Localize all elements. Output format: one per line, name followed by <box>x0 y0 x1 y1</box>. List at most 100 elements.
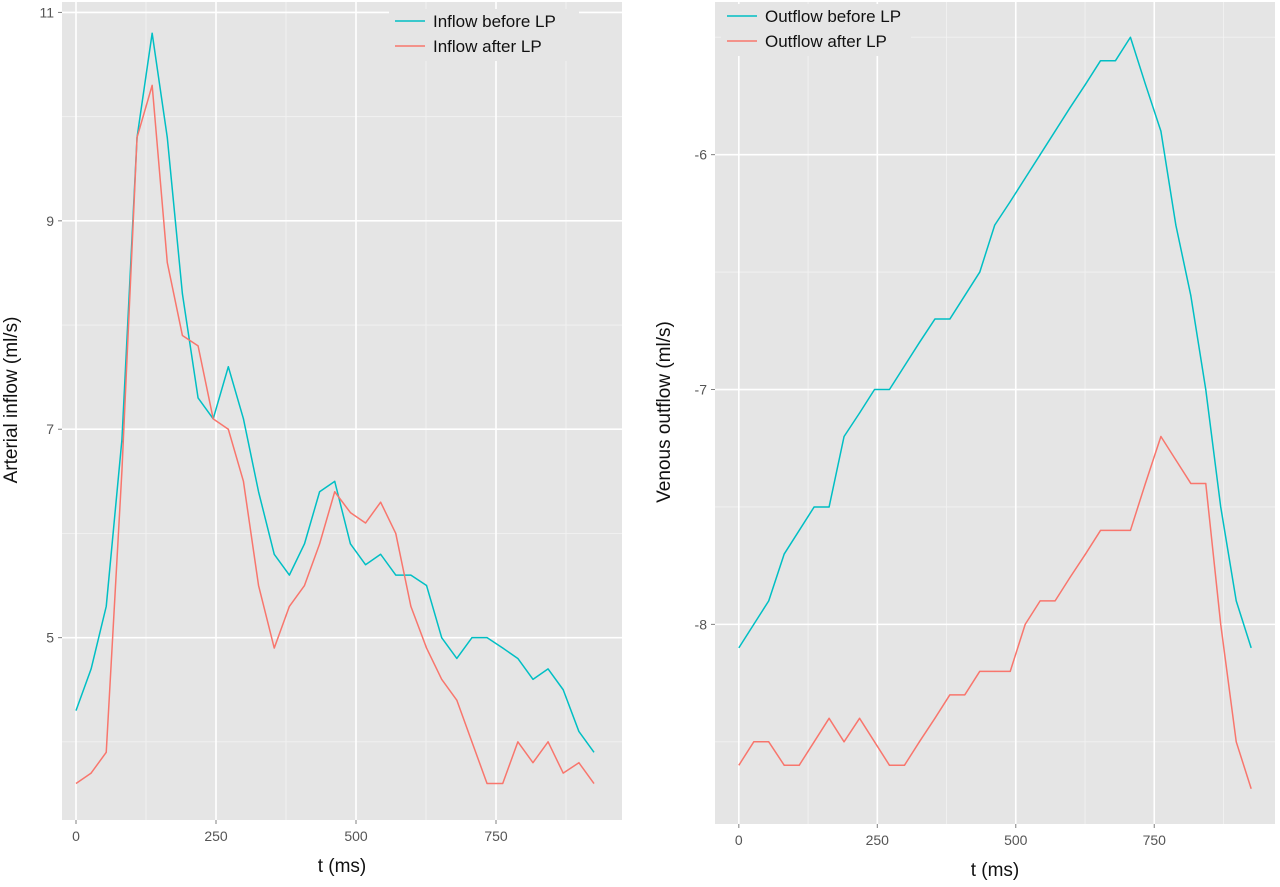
data-point <box>1114 529 1116 531</box>
series-line-inflow-before-lp <box>75 32 595 753</box>
data-point <box>949 318 951 320</box>
data-point <box>273 647 275 649</box>
data-point <box>1129 36 1131 38</box>
data-point <box>843 741 845 743</box>
legend: Outflow before LP Outflow after LP <box>721 4 911 56</box>
data-point <box>440 678 442 680</box>
data-point <box>136 136 138 138</box>
data-point <box>858 717 860 719</box>
data-point <box>1069 576 1071 578</box>
data-point <box>334 491 336 493</box>
data-point <box>456 699 458 701</box>
plot-background <box>62 2 622 820</box>
x-tick-label: 0 <box>735 832 743 848</box>
data-point <box>768 600 770 602</box>
data-point <box>918 741 920 743</box>
data-point <box>1144 83 1146 85</box>
inflow-panel: 0 250 500 750 5 7 9 11 t (ms) Arterial inflow (ml… <box>1 2 622 877</box>
data-point <box>994 670 996 672</box>
data-point <box>578 730 580 732</box>
data-point <box>934 318 936 320</box>
legend-background <box>721 4 911 56</box>
data-point <box>1160 130 1162 132</box>
plot-background <box>715 2 1275 824</box>
legend-label-inflow-after-lp: Inflow after LP <box>433 37 542 56</box>
legend-label-inflow-before-lp: Inflow before LP <box>433 12 556 31</box>
data-point <box>547 668 549 670</box>
data-point <box>425 584 427 586</box>
series-line-outflow-before-lp <box>738 36 1252 649</box>
data-point <box>813 506 815 508</box>
data-point <box>593 751 595 753</box>
data-point <box>425 647 427 649</box>
data-point <box>532 761 534 763</box>
data-point <box>964 294 966 296</box>
data-point <box>903 764 905 766</box>
x-tick-label: 0 <box>72 828 80 844</box>
data-point <box>288 574 290 576</box>
data-point <box>197 397 199 399</box>
data-point <box>1039 600 1041 602</box>
data-point <box>1024 623 1026 625</box>
data-point <box>151 32 153 34</box>
data-point <box>1099 60 1101 62</box>
data-point <box>1250 647 1252 649</box>
data-point <box>257 491 259 493</box>
data-point <box>903 365 905 367</box>
data-point <box>1129 529 1131 531</box>
data-point <box>379 553 381 555</box>
outflow-panel: 0 250 500 750 -8 -7 -6 t (ms) Venous outflow (ml… <box>654 2 1275 881</box>
data-point <box>753 741 755 743</box>
legend-label-outflow-before-lp: Outflow before LP <box>765 7 901 26</box>
data-point <box>858 412 860 414</box>
data-point <box>888 764 890 766</box>
data-point <box>979 670 981 672</box>
data-point <box>738 647 740 649</box>
data-point <box>166 136 168 138</box>
data-point <box>395 532 397 534</box>
data-point <box>334 480 336 482</box>
data-point <box>1175 459 1177 461</box>
data-point <box>456 657 458 659</box>
data-point <box>364 522 366 524</box>
y-tick-label: -8 <box>695 616 708 632</box>
data-point <box>1054 130 1056 132</box>
data-point <box>1099 529 1101 531</box>
data-point <box>517 741 519 743</box>
data-point <box>562 689 564 691</box>
legend: Inflow before LP Inflow after LP <box>389 9 579 61</box>
data-point <box>242 480 244 482</box>
data-point <box>873 741 875 743</box>
data-point <box>873 388 875 390</box>
legend-label-outflow-after-lp: Outflow after LP <box>765 32 887 51</box>
y-tick-label: 5 <box>46 630 54 646</box>
series-line-outflow-after-lp <box>738 435 1252 789</box>
data-point <box>75 782 77 784</box>
data-point <box>798 529 800 531</box>
data-point <box>349 511 351 513</box>
data-point <box>212 418 214 420</box>
data-point <box>75 709 77 711</box>
y-tick-label: -6 <box>695 147 708 163</box>
data-point <box>90 668 92 670</box>
y-axis-title: Arterial inflow (ml/s) <box>1 317 22 484</box>
x-tick-label: 250 <box>204 828 228 844</box>
data-point <box>166 261 168 263</box>
data-point <box>593 782 595 784</box>
data-point <box>90 772 92 774</box>
x-tick-label: 750 <box>484 828 508 844</box>
data-point <box>395 574 397 576</box>
x-tick-label: 250 <box>866 832 890 848</box>
data-point <box>181 293 183 295</box>
data-point <box>303 584 305 586</box>
data-point <box>105 605 107 607</box>
data-point <box>1205 388 1207 390</box>
data-point <box>273 553 275 555</box>
x-tick-label: 500 <box>1004 832 1028 848</box>
data-point <box>105 751 107 753</box>
data-point <box>1190 482 1192 484</box>
data-point <box>578 761 580 763</box>
y-tick-label: -7 <box>695 382 708 398</box>
data-point <box>888 388 890 390</box>
